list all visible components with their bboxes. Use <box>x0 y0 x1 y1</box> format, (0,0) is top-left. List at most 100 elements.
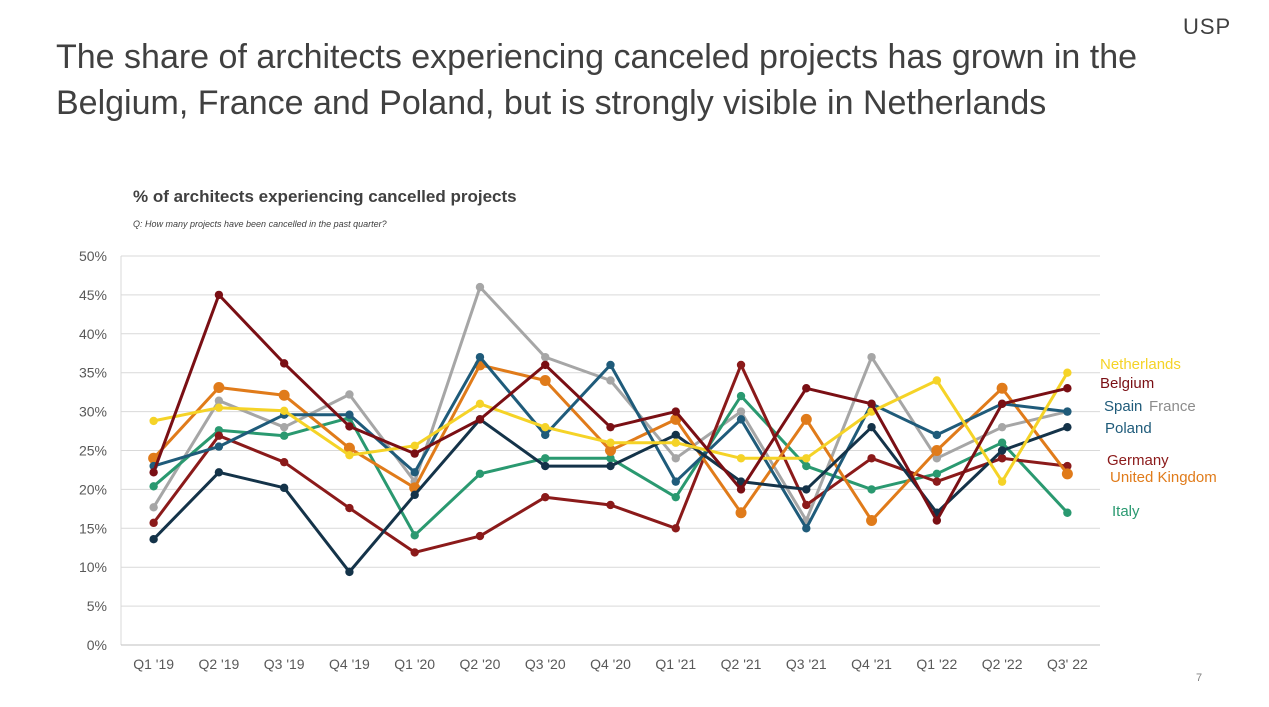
y-tick-label: 5% <box>87 598 107 614</box>
legend-label-netherlands: Netherlands <box>1100 356 1181 373</box>
data-point <box>866 515 878 527</box>
data-point <box>278 389 290 401</box>
data-point <box>149 534 158 544</box>
data-point <box>149 482 158 491</box>
data-point <box>1063 422 1072 432</box>
legend-label-italy: Italy <box>1112 503 1140 520</box>
data-point <box>736 360 746 370</box>
data-point <box>475 415 485 424</box>
data-point <box>214 442 224 451</box>
series-line <box>152 285 1068 522</box>
data-point <box>410 449 419 458</box>
data-point <box>997 399 1007 409</box>
data-point <box>343 442 355 454</box>
y-tick-label: 30% <box>79 404 107 420</box>
y-tick-label: 45% <box>79 287 107 303</box>
data-point <box>1063 407 1072 416</box>
x-tick-label: Q1 '21 <box>655 656 696 672</box>
data-point <box>736 485 746 494</box>
x-tick-label: Q2 '20 <box>460 656 501 672</box>
data-point <box>541 352 550 362</box>
x-tick-label: Q3' 22 <box>1047 656 1088 672</box>
y-tick-label: 10% <box>79 559 107 575</box>
data-point <box>802 384 811 393</box>
data-point <box>541 461 550 471</box>
data-point <box>345 410 354 419</box>
data-point <box>867 454 876 463</box>
data-point <box>475 469 485 479</box>
data-point <box>932 454 942 463</box>
data-point <box>867 399 876 409</box>
data-point <box>214 396 224 405</box>
data-point <box>345 503 354 513</box>
data-point <box>800 413 812 425</box>
data-point <box>867 485 876 494</box>
data-point <box>735 507 747 519</box>
data-point <box>932 469 942 479</box>
data-point <box>539 374 551 386</box>
x-tick-label: Q2 '21 <box>721 656 762 672</box>
data-point <box>279 457 289 467</box>
series-line <box>152 293 1068 522</box>
data-point <box>606 376 615 385</box>
x-tick-label: Q3 '21 <box>786 656 827 672</box>
data-point <box>931 445 943 456</box>
data-point <box>214 431 224 440</box>
x-tick-label: Q4 '21 <box>851 656 892 672</box>
data-point <box>541 492 550 502</box>
data-point <box>671 524 680 533</box>
data-point <box>997 438 1007 447</box>
data-point <box>867 352 876 362</box>
data-point <box>606 422 615 432</box>
data-point <box>932 516 942 525</box>
legend-label-germany: Germany <box>1107 452 1169 469</box>
logo-text: USP <box>1183 14 1232 39</box>
data-point <box>149 503 158 512</box>
x-tick-label: Q4 '20 <box>590 656 631 672</box>
data-point <box>736 407 746 416</box>
x-tick-label: Q1 '19 <box>133 656 174 672</box>
data-point <box>279 359 289 368</box>
series-lines <box>148 282 1073 577</box>
data-point <box>997 454 1007 463</box>
data-point <box>213 381 225 393</box>
data-point <box>605 445 616 456</box>
chart-title: % of architects experiencing cancelled p… <box>133 187 517 206</box>
usp-logo: USP <box>1183 14 1231 40</box>
x-tick-label: Q1 '20 <box>394 656 435 672</box>
data-point <box>606 500 615 510</box>
data-point <box>345 450 354 460</box>
data-point <box>214 403 224 412</box>
data-point <box>606 454 615 463</box>
data-point <box>410 441 419 451</box>
data-point <box>736 454 746 463</box>
data-point <box>279 431 289 440</box>
legend-label-france: France <box>1149 398 1196 415</box>
data-point <box>997 446 1007 455</box>
series-belgium <box>149 290 1072 525</box>
data-point <box>671 454 680 463</box>
data-point <box>932 477 942 486</box>
data-point <box>279 406 289 416</box>
data-point <box>149 518 158 528</box>
data-point <box>279 422 289 432</box>
data-point <box>541 454 550 463</box>
data-point <box>932 376 942 385</box>
data-point <box>541 430 550 440</box>
data-point <box>475 531 485 541</box>
data-point <box>736 415 746 424</box>
data-point <box>736 391 746 401</box>
data-point <box>410 531 419 540</box>
y-tick-label: 20% <box>79 481 107 497</box>
legend-label-belgium: Belgium <box>1100 375 1154 392</box>
data-point <box>671 407 680 416</box>
data-point <box>541 422 550 432</box>
data-point <box>1063 461 1072 471</box>
legend: Netherlands Belgium Spain France Poland Germa… <box>1100 356 1217 520</box>
data-point <box>410 548 419 557</box>
y-tick-label: 35% <box>79 365 107 381</box>
x-tick-label: Q2 '22 <box>982 656 1023 672</box>
x-tick-label: Q4 '19 <box>329 656 370 672</box>
data-point <box>410 490 419 500</box>
